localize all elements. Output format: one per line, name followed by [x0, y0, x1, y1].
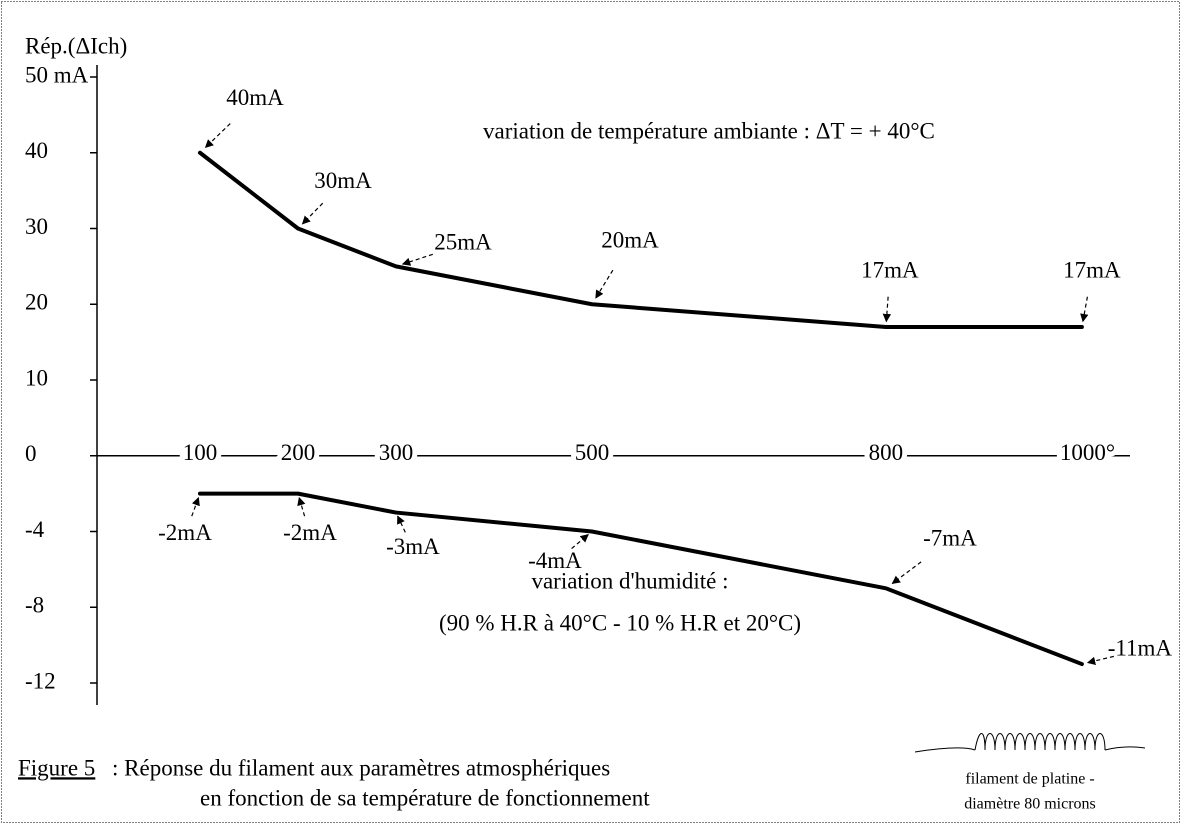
x-tick-label: 100: [183, 440, 218, 465]
value-label: -7mA: [923, 526, 977, 551]
annotation-arrow: [892, 562, 921, 584]
y-tick-label: 20: [25, 290, 48, 315]
annotation: variation de température ambiante : ΔT =…: [483, 118, 935, 143]
coil: [975, 734, 1105, 751]
y-tick-label: -4: [25, 517, 45, 542]
caption-label: Figure 5: [18, 755, 95, 780]
value-label: -11mA: [1108, 635, 1173, 660]
value-label: -3mA: [386, 534, 440, 559]
annotation-arrow: [299, 498, 304, 516]
y-tick-label: -8: [25, 593, 44, 618]
y-tick-label: 30: [25, 214, 48, 239]
value-label: 17mA: [1063, 257, 1121, 282]
x-tick-label: 200: [281, 440, 316, 465]
y-tick-label: 40: [25, 138, 48, 163]
annotation-arrow: [302, 203, 322, 224]
y-tick-label: 0: [25, 441, 37, 466]
annotation-arrow: [403, 254, 433, 264]
caption: : Réponse du filament aux paramètres atm…: [112, 755, 610, 780]
x-tick-label: 300: [379, 440, 414, 465]
inset-text: diamètre 80 microns: [964, 796, 1096, 813]
value-label: -2mA: [283, 520, 337, 545]
annotation-arrow: [572, 535, 589, 549]
y-tick-label: 10: [25, 365, 48, 390]
chart: Rép.(ΔIch) variation de température ambi…: [0, 0, 1181, 824]
x-tick-label: 800: [869, 440, 904, 465]
value-label: 20mA: [601, 228, 659, 253]
value-label: -4mA: [528, 548, 582, 573]
y-tick-label: 50 mA: [25, 62, 89, 87]
value-label: 40mA: [226, 85, 284, 110]
y-tick-label: -12: [25, 668, 56, 693]
annotation-arrow: [1083, 297, 1088, 322]
x-tick-label: 500: [575, 440, 610, 465]
value-label: -2mA: [158, 520, 212, 545]
inset-text: filament de platine -: [965, 771, 1094, 788]
annotation-arrow: [596, 270, 613, 298]
value-label: 30mA: [314, 168, 372, 193]
y-axis-label: Rép.(ΔIch): [25, 33, 127, 58]
annotation: (90 % H.R à 40°C - 10 % H.R et 20°C): [439, 610, 801, 635]
annotation-arrow: [886, 297, 888, 322]
annotation-arrow: [205, 124, 230, 148]
annotation-arrow: [398, 516, 406, 532]
value-label: 25mA: [434, 230, 492, 255]
x-tick-label: 1000°: [1060, 440, 1115, 465]
caption: en fonction de sa température de fonctio…: [200, 785, 650, 810]
annotation-arrow: [192, 498, 199, 516]
coil-lead: [915, 747, 1145, 752]
value-label: 17mA: [861, 257, 919, 282]
